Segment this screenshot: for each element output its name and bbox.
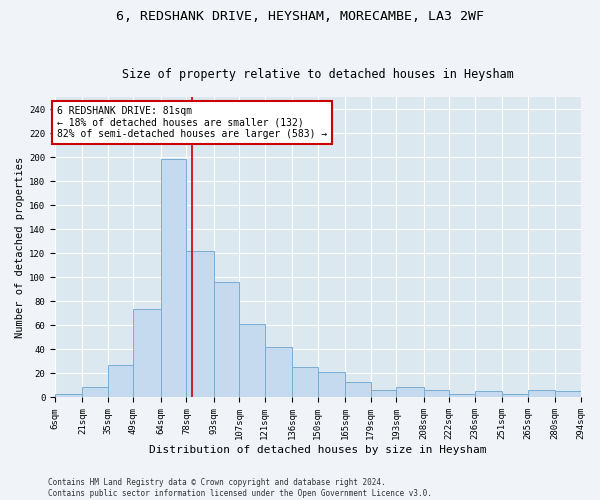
- Bar: [502, 394, 527, 398]
- Bar: [55, 394, 82, 398]
- Bar: [345, 382, 371, 398]
- Bar: [318, 372, 345, 398]
- Bar: [187, 251, 214, 398]
- Bar: [214, 282, 239, 398]
- Bar: [424, 390, 449, 398]
- Bar: [292, 368, 318, 398]
- Bar: [108, 365, 133, 398]
- Text: 6, REDSHANK DRIVE, HEYSHAM, MORECAMBE, LA3 2WF: 6, REDSHANK DRIVE, HEYSHAM, MORECAMBE, L…: [116, 10, 484, 23]
- Bar: [82, 386, 108, 398]
- Bar: [396, 386, 424, 398]
- Title: Size of property relative to detached houses in Heysham: Size of property relative to detached ho…: [122, 68, 514, 81]
- Bar: [239, 324, 265, 398]
- Bar: [475, 392, 502, 398]
- Bar: [161, 158, 187, 398]
- Bar: [371, 390, 396, 398]
- Y-axis label: Number of detached properties: Number of detached properties: [15, 157, 25, 338]
- X-axis label: Distribution of detached houses by size in Heysham: Distribution of detached houses by size …: [149, 445, 487, 455]
- Text: Contains HM Land Registry data © Crown copyright and database right 2024.
Contai: Contains HM Land Registry data © Crown c…: [48, 478, 432, 498]
- Bar: [527, 390, 555, 398]
- Bar: [449, 394, 475, 398]
- Bar: [265, 347, 292, 398]
- Text: 6 REDSHANK DRIVE: 81sqm
← 18% of detached houses are smaller (132)
82% of semi-d: 6 REDSHANK DRIVE: 81sqm ← 18% of detache…: [57, 106, 327, 139]
- Bar: [555, 392, 581, 398]
- Bar: [133, 308, 161, 398]
